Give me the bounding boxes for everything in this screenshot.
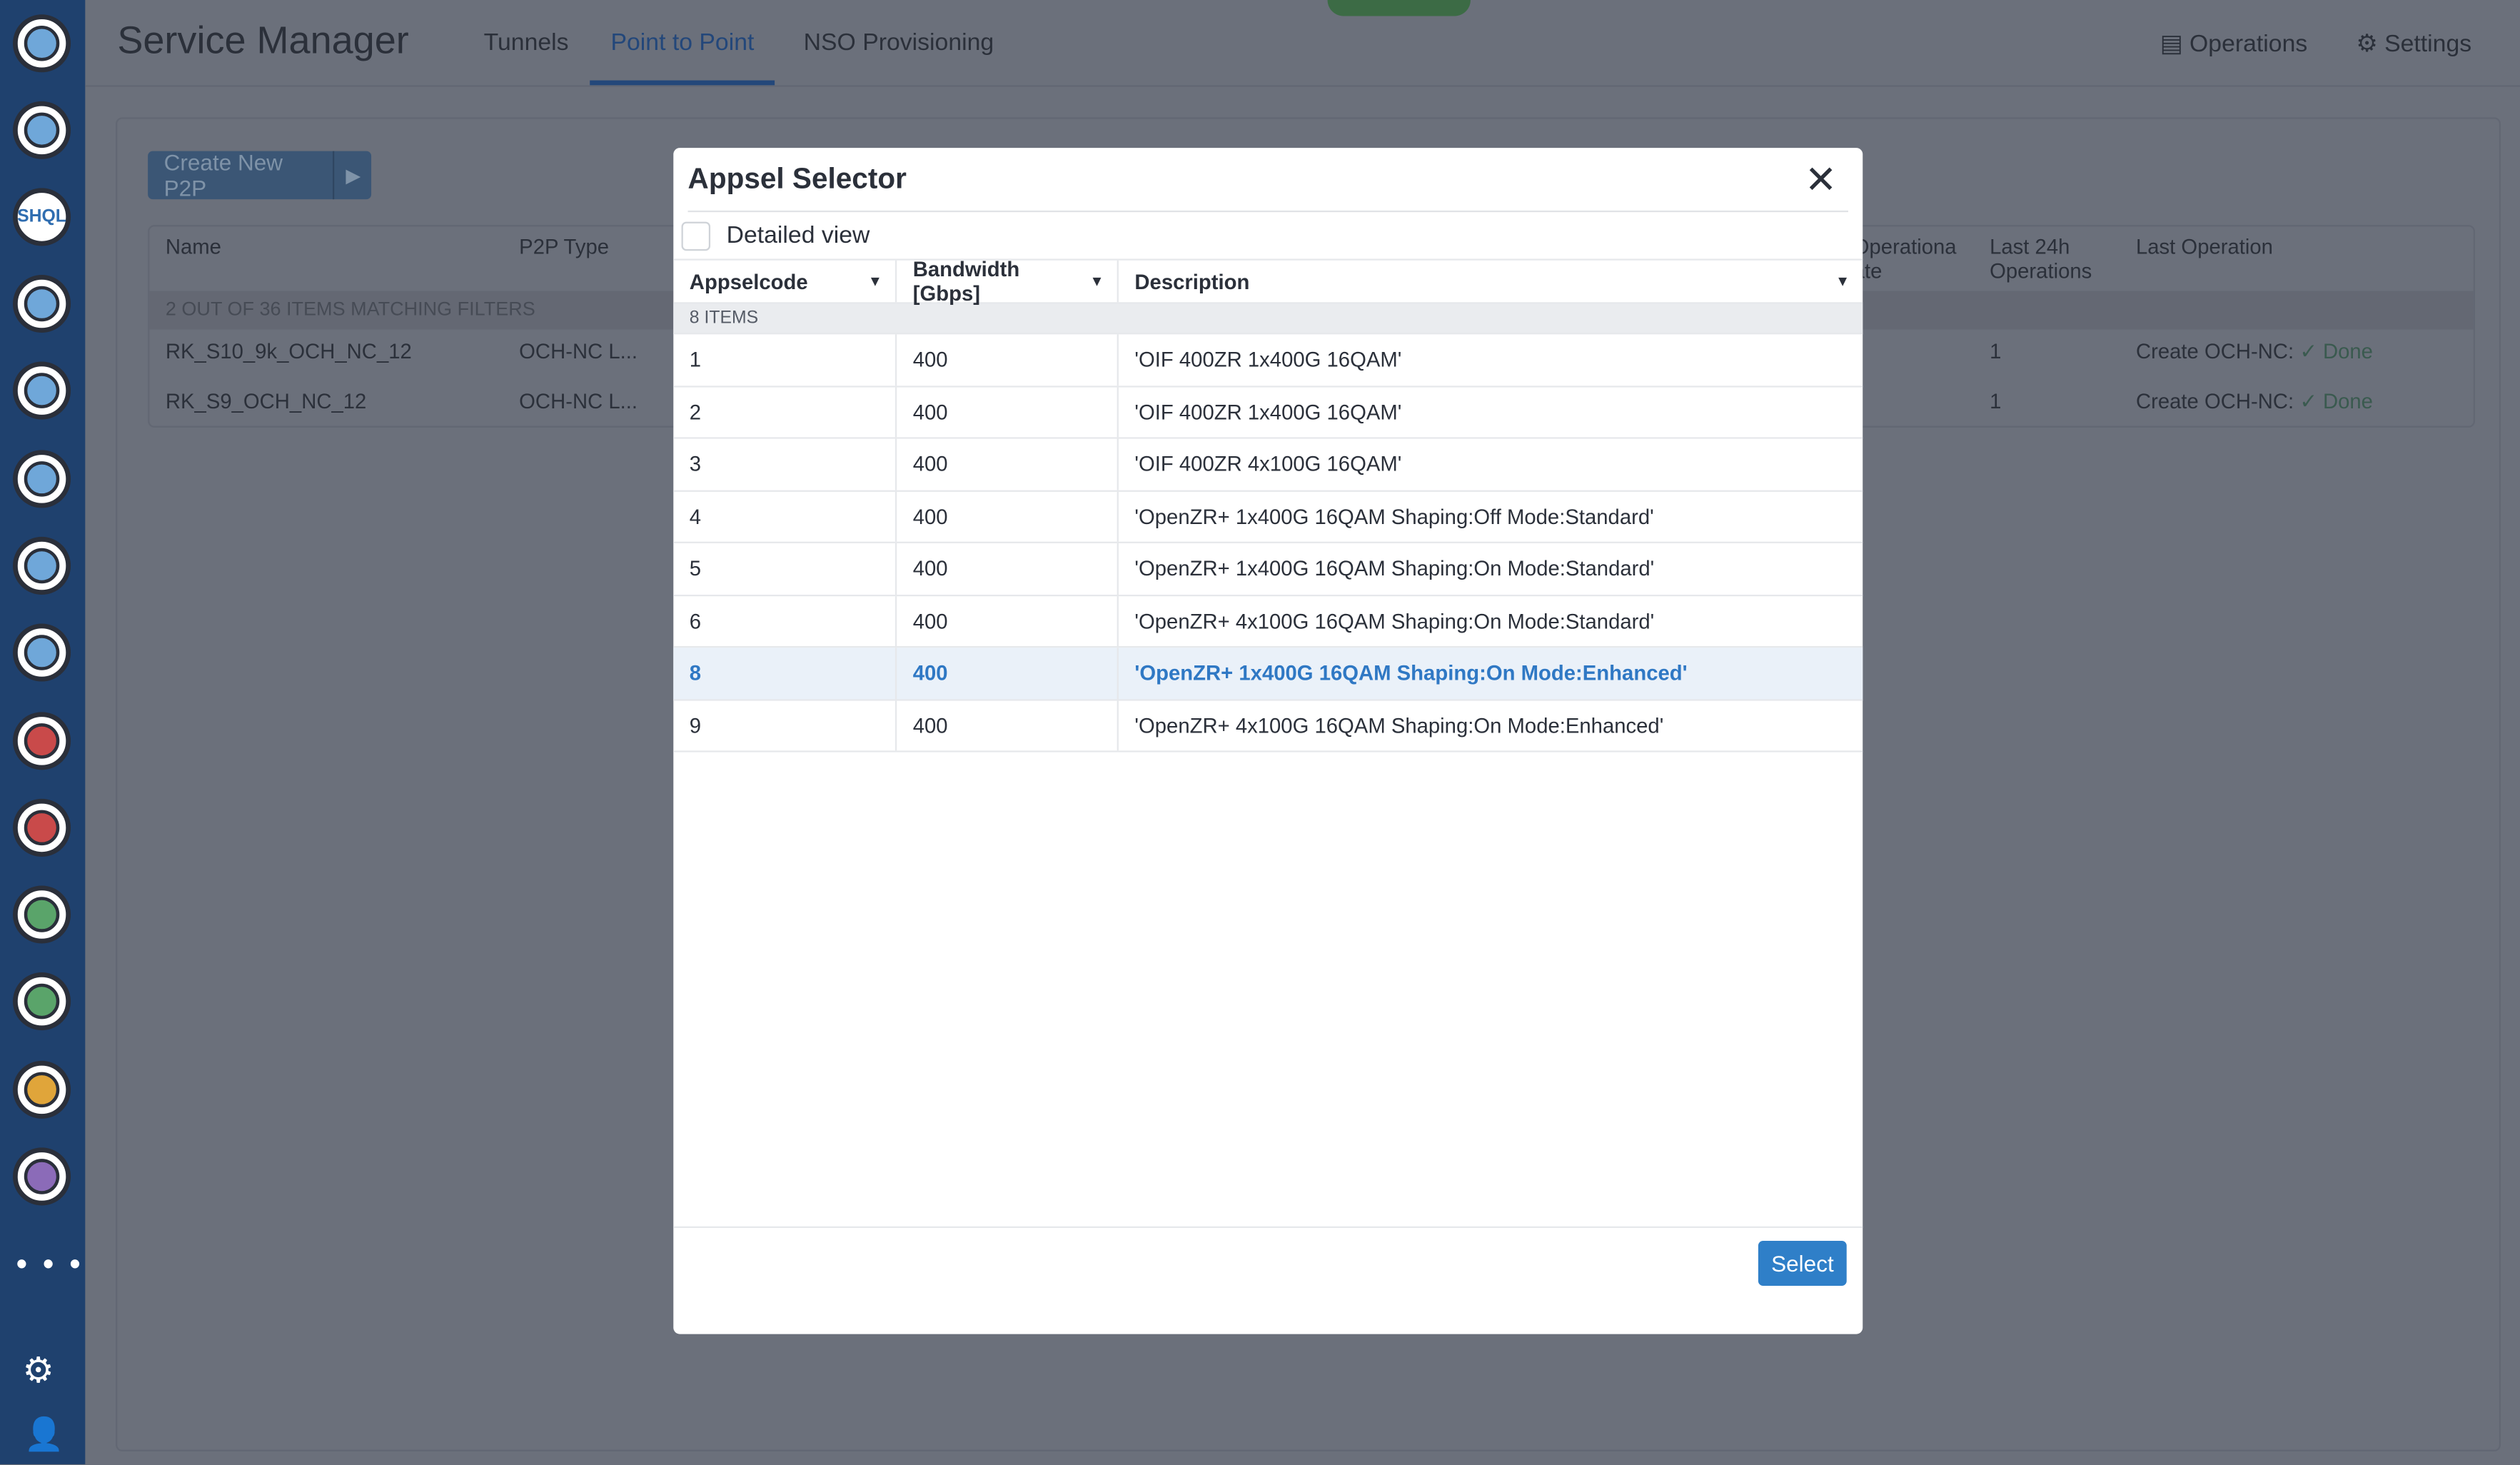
row-type: OCH-NC L... <box>519 339 638 363</box>
monitor-icon[interactable] <box>13 798 71 857</box>
column-header-p2p-type[interactable]: P2P Type <box>519 234 610 259</box>
operations-button[interactable]: ▤ Operations <box>2159 30 2308 59</box>
chevron-down-icon: ▼ <box>867 273 882 290</box>
tab-point-to-point[interactable]: Point to Point <box>590 29 775 86</box>
topology-icon[interactable] <box>13 361 71 420</box>
row-name[interactable]: RK_S10_9k_OCH_NC_12 <box>165 339 412 363</box>
tab-nso-provisioning[interactable]: NSO Provisioning <box>803 29 994 56</box>
dialog-title: Appsel Selector <box>687 162 907 195</box>
divider <box>687 210 1848 213</box>
column-header-bandwidth[interactable]: Bandwidth [Gbps] ▼ <box>897 257 1119 306</box>
table-row[interactable]: 5 400 'OpenZR+ 1x400G 16QAM Shaping:On Mod… <box>673 543 1863 596</box>
list-icon: ▤ <box>2159 30 2190 59</box>
appselcode-cell: 2 <box>673 386 897 438</box>
row-last-op: Create OCH-NC: ✓ Done <box>2135 388 2373 413</box>
table-row[interactable]: 3 400 'OIF 400ZR 4x100G 16QAM' <box>673 438 1863 491</box>
detailed-view-label[interactable]: Detailed view <box>726 221 870 249</box>
chevron-down-icon: ▼ <box>1089 273 1104 290</box>
table-row[interactable]: 2 400 'OIF 400ZR 1x400G 16QAM' <box>673 386 1863 439</box>
close-icon[interactable]: ✕ <box>1804 158 1838 203</box>
column-header-last-operation[interactable]: Last Operation <box>2135 234 2273 259</box>
network-globe-icon[interactable] <box>13 14 71 73</box>
bandwidth-cell: 400 <box>897 490 1119 542</box>
settings-button[interactable]: ⚙ Settings <box>2356 30 2472 59</box>
column-header-name[interactable]: Name <box>165 234 221 259</box>
table-row[interactable]: 9 400 'OpenZR+ 4x100G 16QAM Shaping:On Mod… <box>673 700 1863 752</box>
library-icon[interactable] <box>13 712 71 770</box>
chevron-down-icon: ▼ <box>1835 273 1850 290</box>
dialog-footer <box>673 1226 1863 1228</box>
table-row[interactable]: 6 400 'OpenZR+ 4x100G 16QAM Shaping:On Mod… <box>673 595 1863 648</box>
table-row[interactable]: 4 400 'OpenZR+ 1x400G 16QAM Shaping:Off Mo… <box>673 490 1863 543</box>
bandwidth-cell: 400 <box>897 700 1119 751</box>
row-ops: 1 <box>1990 339 2002 363</box>
bandwidth-cell: 400 <box>897 386 1119 438</box>
row-last-op: Create OCH-NC: ✓ Done <box>2135 339 2373 363</box>
bandwidth-cell: 400 <box>897 595 1119 647</box>
row-type: OCH-NC L... <box>519 388 638 413</box>
table-row[interactable]: 1 400 'OIF 400ZR 1x400G 16QAM' <box>673 334 1863 387</box>
user-icon[interactable]: 👤 <box>24 1417 64 1454</box>
description-cell: 'OpenZR+ 1x400G 16QAM Shaping:On Mode:En… <box>1134 660 1688 685</box>
app-title: Service Manager <box>117 19 409 63</box>
bandwidth-cell: 400 <box>897 648 1119 699</box>
gear-icon[interactable]: ⚙ <box>22 1350 54 1391</box>
shql-icon[interactable]: SHQL <box>13 188 71 246</box>
detailed-view-checkbox[interactable] <box>681 221 711 251</box>
play-icon[interactable]: ▶ <box>333 151 371 200</box>
column-header-last-24h[interactable]: Last 24h Operations <box>1990 234 2092 283</box>
select-button[interactable]: Select <box>1758 1241 1847 1287</box>
appselcode-cell: 8 <box>673 648 897 699</box>
scheduler-icon[interactable] <box>13 274 71 333</box>
top-bar: Service Manager Tunnels Point to Point N… <box>85 0 2520 87</box>
tab-tunnels[interactable]: Tunnels <box>483 29 569 56</box>
table-row[interactable]: 8 400 'OpenZR+ 1x400G 16QAM Shaping:On Mod… <box>673 648 1863 700</box>
gear-icon: ⚙ <box>2356 30 2385 59</box>
description-cell: 'OIF 400ZR 1x400G 16QAM' <box>1134 400 1402 424</box>
column-header-appselcode[interactable]: Appselcode ▼ <box>673 260 897 303</box>
row-ops: 1 <box>1990 388 2002 413</box>
description-cell: 'OpenZR+ 4x100G 16QAM Shaping:On Mode:St… <box>1134 608 1655 633</box>
status-done: ✓ Done <box>2299 388 2373 413</box>
layers-icon[interactable] <box>13 536 71 595</box>
dashboard-icon[interactable] <box>13 101 71 159</box>
bandwidth-cell: 400 <box>897 543 1119 594</box>
item-count: 8 ITEMS <box>673 303 1863 335</box>
appselcode-cell: 9 <box>673 700 897 751</box>
appselcode-cell: 1 <box>673 334 897 386</box>
appsel-grid: Appselcode ▼ Bandwidth [Gbps] ▼ Descriptio… <box>673 257 1863 752</box>
integration-icon[interactable] <box>13 1060 71 1119</box>
bandwidth-cell: 400 <box>897 438 1119 490</box>
analytics-icon[interactable] <box>13 623 71 682</box>
description-cell: 'OpenZR+ 1x400G 16QAM Shaping:On Mode:St… <box>1134 556 1655 581</box>
status-done: ✓ Done <box>2299 339 2373 363</box>
grid-header: Appselcode ▼ Bandwidth [Gbps] ▼ Descriptio… <box>673 257 1863 306</box>
content-card <box>116 117 2501 1451</box>
appselcode-cell: 6 <box>673 595 897 647</box>
more-icon[interactable]: • • • <box>16 1247 84 1283</box>
sidebar: SHQL • • • ⚙ 👤 <box>0 0 86 1464</box>
appselcode-cell: 4 <box>673 490 897 542</box>
status-indicator <box>1327 0 1471 16</box>
create-new-p2p-button[interactable]: Create New P2P ▶ <box>148 149 372 201</box>
description-cell: 'OIF 400ZR 4x100G 16QAM' <box>1134 452 1402 476</box>
appselcode-cell: 5 <box>673 543 897 594</box>
triangle-icon[interactable] <box>13 972 71 1031</box>
documents-icon[interactable] <box>13 885 71 944</box>
description-cell: 'OIF 400ZR 1x400G 16QAM' <box>1134 347 1402 372</box>
map-icon[interactable] <box>13 450 71 508</box>
column-header-description[interactable]: Description ▼ <box>1134 269 1850 293</box>
description-cell: 'OpenZR+ 1x400G 16QAM Shaping:Off Mode:S… <box>1134 504 1654 529</box>
appselcode-cell: 3 <box>673 438 897 490</box>
description-cell: 'OpenZR+ 4x100G 16QAM Shaping:On Mode:En… <box>1134 713 1664 737</box>
appsel-selector-dialog: Appsel Selector ✕ Detailed view Appselco… <box>673 148 1863 1334</box>
column-header-operational-state[interactable]: Operationa ate <box>1853 234 1957 283</box>
zoom-network-icon[interactable] <box>13 1147 71 1206</box>
bandwidth-cell: 400 <box>897 334 1119 386</box>
row-name[interactable]: RK_S9_OCH_NC_12 <box>165 388 367 413</box>
